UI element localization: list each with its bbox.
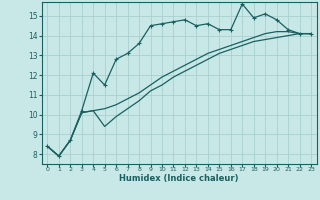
- X-axis label: Humidex (Indice chaleur): Humidex (Indice chaleur): [119, 174, 239, 183]
